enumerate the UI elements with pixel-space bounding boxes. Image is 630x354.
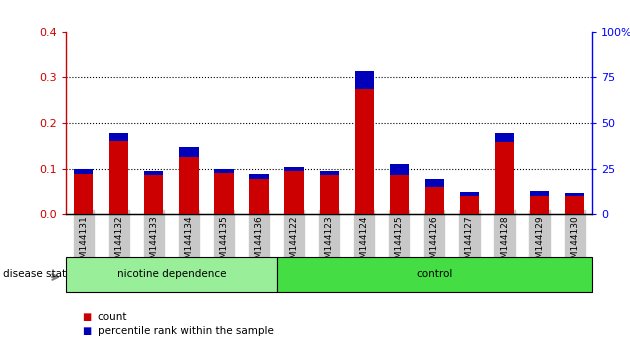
- Bar: [460, 192, 479, 196]
- Bar: [214, 169, 234, 214]
- Text: ■: ■: [82, 312, 91, 322]
- Bar: [425, 179, 444, 214]
- Bar: [285, 167, 304, 171]
- Bar: [144, 171, 163, 214]
- Bar: [495, 133, 514, 214]
- Bar: [249, 174, 268, 214]
- Bar: [565, 193, 584, 196]
- Bar: [109, 133, 129, 141]
- Bar: [180, 147, 198, 157]
- Bar: [355, 70, 374, 214]
- Bar: [180, 147, 198, 214]
- Bar: [214, 169, 234, 173]
- Bar: [495, 133, 514, 142]
- Text: count: count: [98, 312, 127, 322]
- Bar: [565, 193, 584, 214]
- Bar: [285, 167, 304, 214]
- Bar: [109, 133, 129, 214]
- Text: percentile rank within the sample: percentile rank within the sample: [98, 326, 273, 336]
- Bar: [319, 171, 339, 214]
- Bar: [530, 192, 549, 214]
- Bar: [460, 192, 479, 214]
- Text: nicotine dependence: nicotine dependence: [117, 269, 226, 279]
- Bar: [319, 171, 339, 176]
- Bar: [425, 179, 444, 187]
- Bar: [390, 164, 409, 214]
- Text: ■: ■: [82, 326, 91, 336]
- Text: disease state: disease state: [3, 269, 72, 279]
- Bar: [530, 192, 549, 196]
- Bar: [355, 70, 374, 89]
- Text: control: control: [416, 269, 452, 279]
- Bar: [144, 171, 163, 176]
- Bar: [249, 174, 268, 179]
- Bar: [74, 169, 93, 214]
- Bar: [74, 169, 93, 174]
- Bar: [390, 164, 409, 176]
